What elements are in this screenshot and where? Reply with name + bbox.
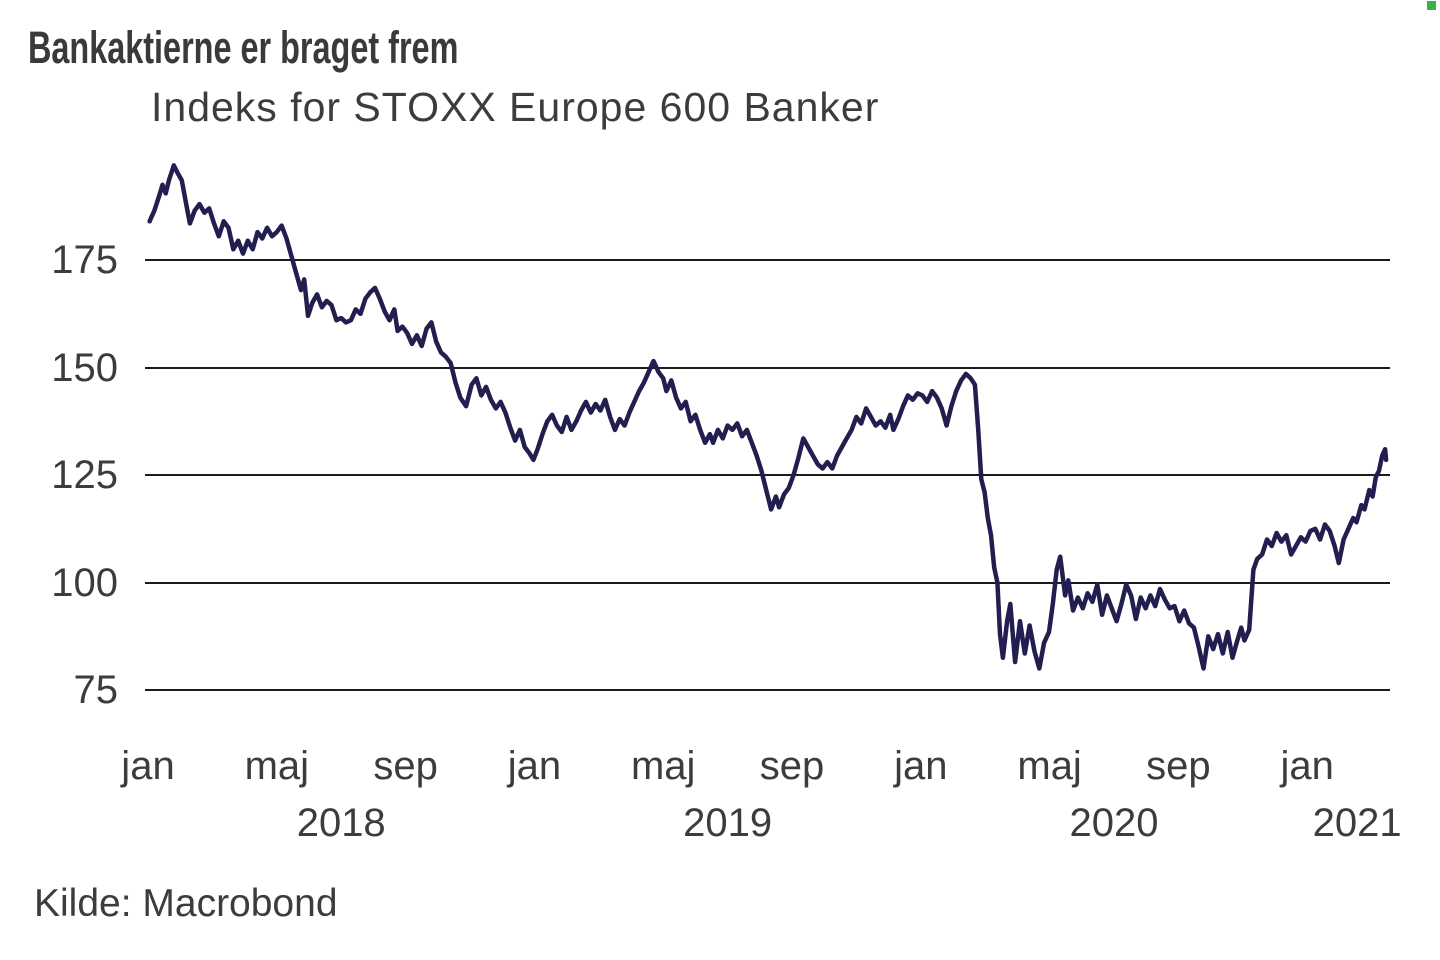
- source-label: Kilde: Macrobond: [34, 882, 338, 925]
- data-line-stoxx-banks: [147, 163, 1389, 671]
- x-axis-year-label: 2021: [1312, 801, 1402, 845]
- y-axis-tick-label: 125: [51, 453, 118, 497]
- gridline-y-75: [145, 689, 1390, 691]
- y-axis-tick-label: 100: [51, 560, 118, 605]
- x-axis-month-label: maj: [244, 744, 310, 788]
- chart-subtitle: Indeks for STOXX Europe 600 Banker: [151, 84, 880, 130]
- x-axis-month-label: jan: [894, 744, 948, 788]
- x-axis-month-label: maj: [1017, 744, 1082, 788]
- x-axis-year-label: 2020: [1069, 801, 1159, 845]
- x-axis-year-label: 2019: [683, 801, 773, 845]
- x-axis-month-label: jan: [1280, 744, 1334, 788]
- x-axis-month-label: sep: [1146, 744, 1211, 788]
- gridline-y-100: [145, 581, 1390, 584]
- x-axis-month-label: maj: [630, 744, 696, 788]
- gridline-y-125: [145, 474, 1390, 476]
- chart-title: Bankaktierne er braget frem: [28, 22, 459, 73]
- x-axis-month-label: jan: [507, 744, 562, 788]
- gridline-y-150: [145, 366, 1390, 369]
- y-axis-tick-label: 175: [51, 238, 118, 282]
- y-axis-tick-label: 150: [51, 345, 118, 390]
- x-axis-year-label: 2018: [296, 801, 386, 845]
- gridline-y-175: [145, 259, 1390, 261]
- y-axis-tick-label: 75: [73, 668, 119, 712]
- x-axis-month-label: sep: [373, 744, 438, 788]
- x-axis-month-label: sep: [759, 744, 825, 788]
- corner-marker: [1427, 1, 1436, 10]
- x-axis-month-label: jan: [121, 744, 175, 788]
